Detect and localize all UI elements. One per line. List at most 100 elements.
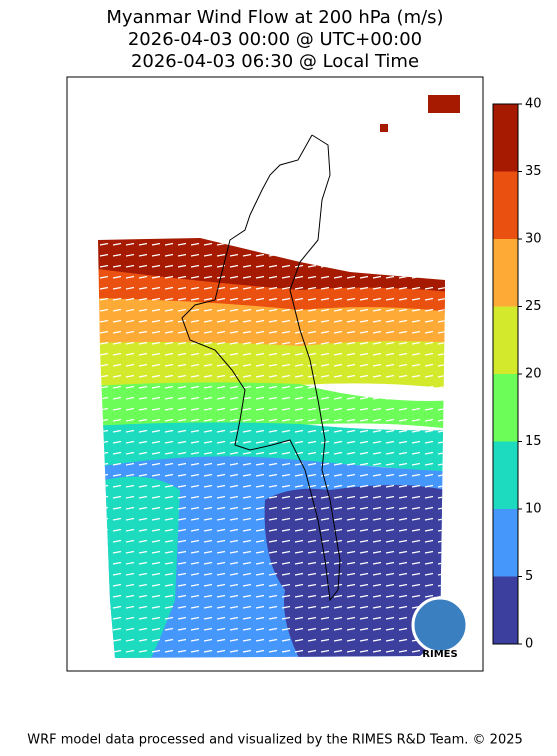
wind-arrow [320, 484, 330, 488]
wind-arrow [190, 407, 200, 411]
wind-arrow [320, 319, 330, 323]
wind-arrow [281, 242, 291, 246]
logo-text: RIMES [422, 649, 457, 660]
wind-arrow [138, 484, 148, 488]
wind-arrow [112, 385, 122, 389]
wind-arrow [359, 396, 369, 400]
wind-arrow [255, 561, 265, 565]
wind-arrow [372, 286, 382, 290]
wind-arrow [294, 341, 304, 345]
colorbar-segment [493, 239, 518, 307]
wind-arrow [437, 253, 445, 257]
wind-arrow [411, 649, 421, 653]
wind-arrow [151, 374, 161, 378]
wind-arrow [125, 440, 135, 444]
wind-arrow [346, 253, 356, 257]
wind-arrow [216, 374, 226, 378]
wind-arrow [255, 330, 265, 334]
wind-arrow [411, 363, 421, 367]
wind-arrow [398, 352, 408, 356]
wind-arrow [281, 649, 291, 653]
wind-arrow [333, 638, 343, 642]
wind-arrow [281, 319, 291, 323]
wind-arrow [294, 550, 304, 554]
wind-arrow [216, 253, 226, 257]
wind-arrow [216, 429, 226, 433]
wind-arrow [177, 627, 187, 631]
wind-arrow [385, 539, 395, 543]
wind-arrow [125, 616, 135, 620]
wind-arrow [203, 286, 213, 290]
wind-arrow [281, 286, 291, 290]
wind-arrow [307, 374, 317, 378]
wind-arrow [294, 605, 304, 609]
wind-arrow [346, 605, 356, 609]
wind-arrow [177, 275, 187, 279]
wind-arrow [359, 539, 369, 543]
wind-arrow [138, 649, 148, 653]
wind-arrow [125, 253, 135, 257]
wind-arrow [398, 308, 408, 312]
wind-arrow [411, 242, 421, 246]
wind-arrow [398, 374, 408, 378]
wind-arrow [437, 264, 445, 268]
wind-arrow [268, 638, 278, 642]
wind-arrow [203, 561, 213, 565]
wind-arrow [294, 374, 304, 378]
wind-arrow [385, 484, 395, 488]
wind-arrow [281, 495, 291, 499]
wind-arrow [177, 583, 187, 587]
wind-arrow [320, 649, 330, 653]
wind-arrow [216, 506, 226, 510]
wind-arrow [255, 308, 265, 312]
wind-arrow [190, 451, 200, 455]
wind-arrow [385, 649, 395, 653]
wind-arrow [346, 264, 356, 268]
wind-arrow [294, 594, 304, 598]
wind-arrow [151, 275, 161, 279]
wind-arrow [164, 275, 174, 279]
wind-arrow [346, 627, 356, 631]
wind-arrow [359, 352, 369, 356]
wind-arrow [398, 462, 408, 466]
wind-arrow [203, 341, 213, 345]
wind-arrow [333, 396, 343, 400]
wind-arrow [125, 308, 135, 312]
wind-arrow [320, 297, 330, 301]
wind-arrow [268, 319, 278, 323]
wind-arrow [125, 517, 135, 521]
colorbar-segment [493, 104, 518, 172]
wind-arrow [138, 473, 148, 477]
wind-arrow [281, 396, 291, 400]
wind-arrow [242, 627, 252, 631]
wind-arrow [242, 506, 252, 510]
wind-arrow [424, 418, 434, 422]
wind-arrow [411, 286, 421, 290]
wind-arrow [411, 429, 421, 433]
wind-arrow [203, 330, 213, 334]
wind-arrow [242, 308, 252, 312]
wind-arrow [125, 374, 135, 378]
wind-arrow [424, 572, 434, 576]
wind-arrow [164, 363, 174, 367]
wind-arrow [294, 286, 304, 290]
wind-arrow [125, 484, 135, 488]
wind-arrow [216, 297, 226, 301]
wind-arrow [372, 517, 382, 521]
wind-arrow [99, 561, 109, 565]
wind-arrow [411, 572, 421, 576]
wind-arrow [99, 605, 109, 609]
wind-arrow [177, 484, 187, 488]
wind-arrow [125, 275, 135, 279]
wind-arrow [307, 572, 317, 576]
wind-arrow [307, 341, 317, 345]
wind-arrow [203, 374, 213, 378]
wind-arrow [307, 528, 317, 532]
wind-arrow [268, 352, 278, 356]
wind-arrow [151, 572, 161, 576]
wind-arrow [333, 341, 343, 345]
wind-arrow [203, 462, 213, 466]
footer: WRF model data processed and visualized … [27, 733, 523, 748]
wind-arrow [372, 264, 382, 268]
wind-arrow [281, 561, 291, 565]
